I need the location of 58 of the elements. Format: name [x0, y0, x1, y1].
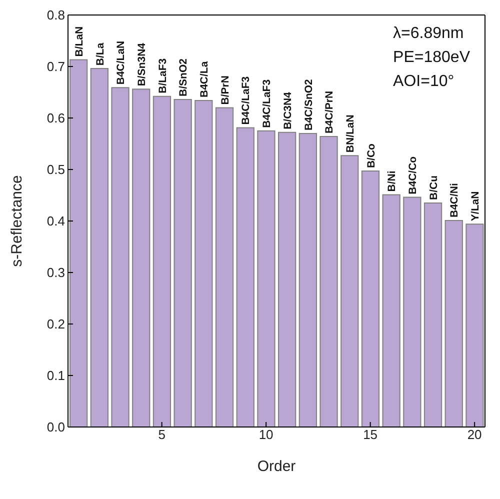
annotation: B4C/La — [198, 61, 211, 98]
annotation: AOI=10° — [393, 72, 456, 92]
bar — [257, 130, 276, 427]
y-tick-label: 0.0 — [46, 420, 65, 435]
y-tick-label: 0.6 — [46, 110, 65, 126]
bar — [466, 224, 484, 427]
annotation: λ=6.89nm — [393, 24, 465, 44]
bar — [403, 196, 422, 427]
annotation: B/C3N4 — [282, 92, 294, 130]
annotation: B4C/SnO2 — [302, 78, 315, 130]
bar — [424, 202, 442, 427]
y-tick-label: 0.5 — [46, 162, 65, 178]
annotation: B4C/LaF3 — [240, 76, 252, 125]
annotation: B4C/PrN — [324, 90, 336, 134]
x-tick-label: 10 — [258, 427, 274, 442]
y-tick-label: 0.4 — [46, 214, 65, 229]
annotation: B4C/Co — [407, 156, 420, 194]
y-axis-title: s-Reflectance — [8, 175, 26, 267]
annotation: B/Co — [365, 144, 378, 168]
x-axis-title: Order — [257, 458, 296, 475]
bar — [444, 220, 463, 427]
annotation: Y/LaN — [470, 191, 482, 222]
y-tick-label: 0.3 — [46, 265, 65, 280]
annotation: B/Ni — [386, 170, 398, 192]
annotation: B/La — [94, 42, 106, 66]
bar — [361, 170, 380, 427]
annotation: B/SnO2 — [178, 58, 190, 96]
annotation: B/Cu — [428, 175, 440, 200]
bar — [382, 194, 400, 427]
bar — [278, 132, 296, 427]
bar — [174, 98, 192, 427]
x-tick-label: 15 — [363, 427, 378, 442]
bar — [194, 100, 213, 427]
annotation: B/PrN — [219, 76, 232, 105]
y-tick-label: 0.2 — [46, 316, 65, 332]
annotation: B/LaF3 — [156, 58, 169, 94]
bar — [152, 96, 172, 427]
bar — [320, 136, 338, 427]
annotation: B4C/LaN — [115, 40, 128, 85]
x-tick-label: 5 — [158, 427, 166, 442]
y-tick-label: 0.8 — [46, 8, 65, 23]
bar — [90, 68, 108, 427]
annotation: BN/LaN — [344, 114, 356, 153]
bar — [111, 87, 130, 427]
bar — [340, 155, 359, 427]
annotation: PE=180eV — [393, 48, 470, 68]
bar — [298, 132, 317, 427]
y-tick-label: 0.7 — [46, 59, 65, 74]
annotation: B4C/LaF3 — [261, 79, 274, 128]
bar — [215, 107, 234, 427]
annotation: B/LaN — [73, 26, 86, 57]
annotation: B/Sn3N4 — [136, 42, 148, 86]
x-tick-label: 20 — [467, 427, 482, 442]
bar — [236, 127, 254, 427]
bar — [132, 88, 150, 427]
bar — [70, 59, 88, 427]
annotation: B4C/Ni — [448, 182, 461, 218]
y-tick-label: 0.1 — [46, 368, 65, 384]
